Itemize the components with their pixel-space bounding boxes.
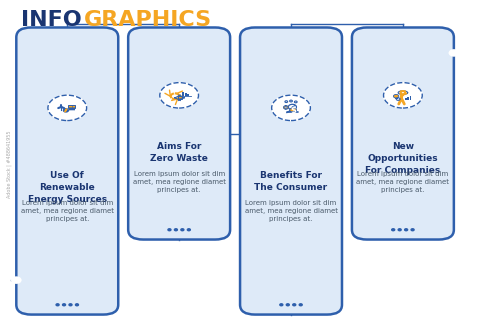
Circle shape [174, 229, 178, 231]
FancyBboxPatch shape [128, 28, 230, 240]
Text: Benefits For
The Consumer: Benefits For The Consumer [254, 171, 328, 192]
Text: $: $ [290, 106, 296, 114]
Text: Use Of
Renewable
Energy Sources: Use Of Renewable Energy Sources [28, 171, 107, 204]
Bar [405, 98, 406, 100]
Text: Lorem ipsum dolor sit dim
amet, mea regione diamet
principes at.: Lorem ipsum dolor sit dim amet, mea regi… [356, 171, 450, 193]
Circle shape [56, 304, 59, 306]
Circle shape [290, 108, 296, 112]
Circle shape [69, 304, 72, 306]
FancyBboxPatch shape [240, 28, 342, 315]
Circle shape [76, 304, 78, 306]
Circle shape [188, 229, 190, 231]
Bar [182, 92, 184, 96]
Bar [188, 94, 190, 96]
Circle shape [450, 50, 458, 56]
Text: Lorem ipsum dolor sit dim
amet, mea regione diamet
principes at.: Lorem ipsum dolor sit dim amet, mea regi… [21, 200, 114, 222]
Text: Aims For
Zero Waste: Aims For Zero Waste [150, 142, 208, 163]
FancyBboxPatch shape [68, 105, 76, 108]
Text: Adobe Stock | #488641955: Adobe Stock | #488641955 [6, 131, 12, 198]
Circle shape [272, 95, 310, 120]
Text: INFO: INFO [22, 10, 82, 30]
Text: Lorem ipsum dolor sit dim
amet, mea regione diamet
principes at.: Lorem ipsum dolor sit dim amet, mea regi… [244, 200, 338, 222]
Circle shape [12, 277, 21, 283]
Circle shape [398, 229, 401, 231]
Circle shape [392, 229, 394, 231]
Bar [70, 109, 75, 111]
Circle shape [299, 304, 302, 306]
Text: GRAPHICS: GRAPHICS [84, 10, 212, 30]
Circle shape [48, 95, 86, 120]
Circle shape [384, 83, 422, 108]
FancyBboxPatch shape [352, 28, 454, 240]
Bar [410, 96, 411, 100]
Circle shape [160, 83, 198, 108]
Circle shape [404, 229, 407, 231]
Bar [184, 93, 186, 96]
FancyBboxPatch shape [284, 106, 288, 109]
Circle shape [181, 229, 184, 231]
Circle shape [286, 304, 290, 306]
Text: Lorem ipsum dolor sit dim
amet, mea regione diamet
principes at.: Lorem ipsum dolor sit dim amet, mea regi… [132, 171, 226, 193]
FancyBboxPatch shape [178, 96, 182, 99]
Circle shape [168, 229, 171, 231]
Bar [407, 97, 409, 100]
Circle shape [64, 109, 68, 112]
FancyBboxPatch shape [16, 28, 118, 315]
Circle shape [280, 304, 283, 306]
Circle shape [293, 304, 296, 306]
Circle shape [411, 229, 414, 231]
Circle shape [62, 304, 66, 306]
Ellipse shape [285, 107, 287, 108]
Circle shape [394, 94, 399, 98]
Text: New
Opportunities
For Companies: New Opportunities For Companies [366, 142, 440, 175]
